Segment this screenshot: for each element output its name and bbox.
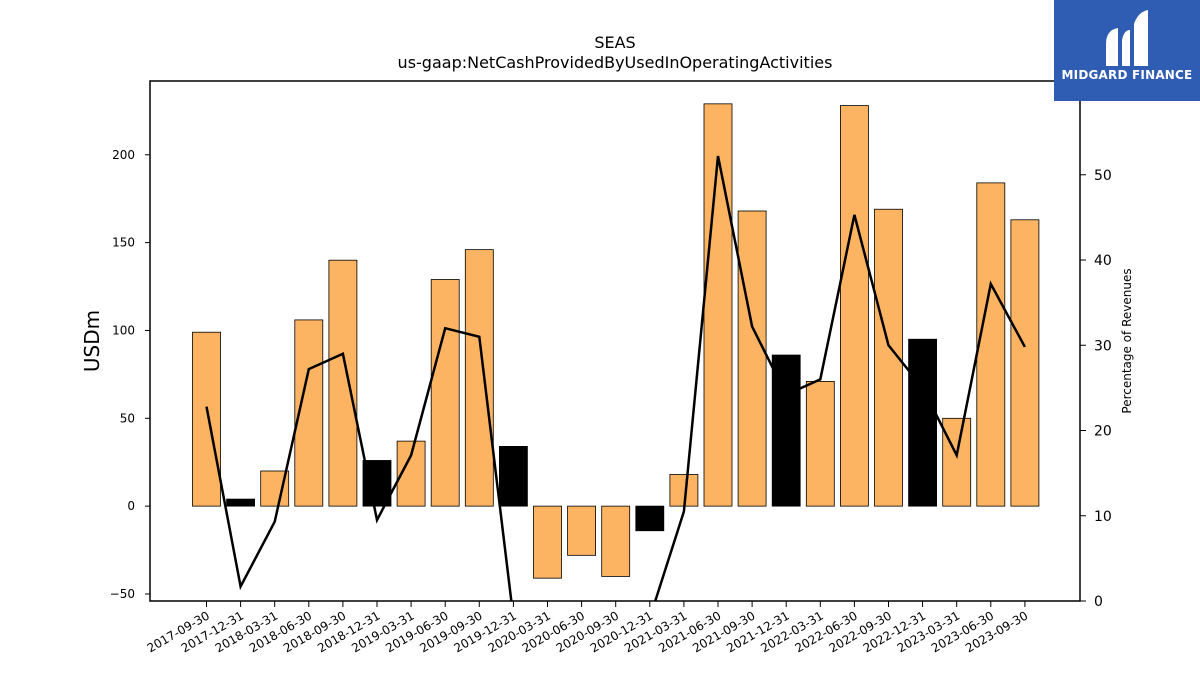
bar — [192, 331, 221, 507]
bar — [1010, 219, 1040, 507]
chart-subtitle: us-gaap:NetCashProvidedByUsedInOperating… — [398, 53, 833, 72]
bar — [533, 505, 562, 579]
bar — [498, 446, 528, 507]
x-axis: 2017-09-302017-12-312018-03-312018-06-30… — [145, 601, 1030, 655]
bar — [908, 338, 937, 507]
logo-mark-icon — [1106, 10, 1148, 66]
bar — [840, 105, 869, 507]
y2-tick-label: 20 — [1094, 424, 1112, 440]
y-axis-right: 0 10 20 30 40 50 — [1080, 168, 1112, 610]
y-tick-label: 0 — [127, 499, 135, 513]
brand-logo: MIDGARD FINANCE — [1054, 0, 1200, 101]
bar — [942, 417, 972, 507]
y-axis-label: USDm — [80, 310, 104, 372]
logo-text: MIDGARD FINANCE — [1061, 68, 1193, 82]
bar — [635, 505, 665, 532]
y-tick-label: 200 — [112, 148, 135, 162]
bar — [464, 249, 494, 507]
bar — [567, 505, 596, 556]
bar — [430, 279, 460, 507]
line-series — [205, 155, 1026, 601]
y2-tick-label: 40 — [1094, 253, 1112, 269]
bar — [771, 354, 801, 507]
percentage-line — [205, 155, 1026, 601]
chart-title: SEAS — [594, 33, 635, 52]
bar — [805, 381, 835, 507]
y2-tick-label: 10 — [1094, 509, 1112, 525]
bar — [976, 182, 1006, 507]
y2-axis-label: Percentage of Revenues — [1120, 268, 1134, 413]
y2-tick-label: 50 — [1094, 168, 1112, 184]
bar — [601, 505, 631, 577]
y2-tick-label: 30 — [1094, 338, 1112, 354]
bar — [737, 210, 767, 507]
y-tick-label: 100 — [112, 323, 135, 337]
bar — [328, 259, 358, 507]
plot-frame — [149, 80, 1081, 602]
bar — [362, 460, 392, 507]
y2-tick-label: 0 — [1094, 594, 1103, 610]
bar-series — [192, 103, 1040, 579]
y-axis-left: −50 0 50 100 150 200 — [110, 148, 150, 601]
y-tick-label: 150 — [112, 236, 135, 250]
y-tick-label: −50 — [110, 587, 135, 601]
y-tick-label: 50 — [120, 411, 135, 425]
bar — [226, 498, 256, 507]
